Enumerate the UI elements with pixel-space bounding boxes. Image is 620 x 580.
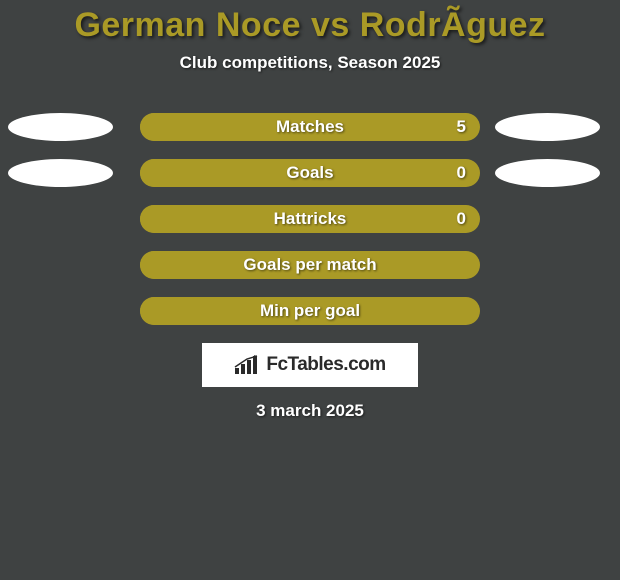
stat-value: 5 <box>457 117 466 137</box>
stat-value: 0 <box>457 163 466 183</box>
stat-bar: Goals per match <box>140 251 480 279</box>
stat-bar-fill <box>140 297 310 325</box>
stat-row: Goals0 <box>0 159 620 187</box>
avatar-left <box>8 159 113 187</box>
avatar-right <box>495 113 600 141</box>
page-subtitle: Club competitions, Season 2025 <box>0 53 620 73</box>
stat-bar: Matches5 <box>140 113 480 141</box>
page-title: German Noce vs RodrÃ­guez <box>0 0 620 45</box>
logo-text: FcTables.com <box>266 354 385 376</box>
stat-row: Goals per match <box>0 251 620 279</box>
stat-bar: Hattricks0 <box>140 205 480 233</box>
logo-box: FcTables.com <box>202 343 418 387</box>
avatar-right <box>495 159 600 187</box>
stat-row: Hattricks0 <box>0 205 620 233</box>
stat-bar-fill <box>140 205 310 233</box>
stat-bar: Min per goal <box>140 297 480 325</box>
stats-container: Matches5 Goals0 Hattricks0 Goals per match M… <box>0 113 620 325</box>
avatar-left <box>8 113 113 141</box>
chart-icon <box>234 355 260 375</box>
stat-value: 0 <box>457 209 466 229</box>
stat-row: Min per goal <box>0 297 620 325</box>
stat-bar-fill <box>140 251 310 279</box>
stat-bar-fill <box>140 113 310 141</box>
stat-bar: Goals0 <box>140 159 480 187</box>
footer-date: 3 march 2025 <box>0 401 620 421</box>
stat-row: Matches5 <box>0 113 620 141</box>
stat-bar-fill <box>140 159 310 187</box>
